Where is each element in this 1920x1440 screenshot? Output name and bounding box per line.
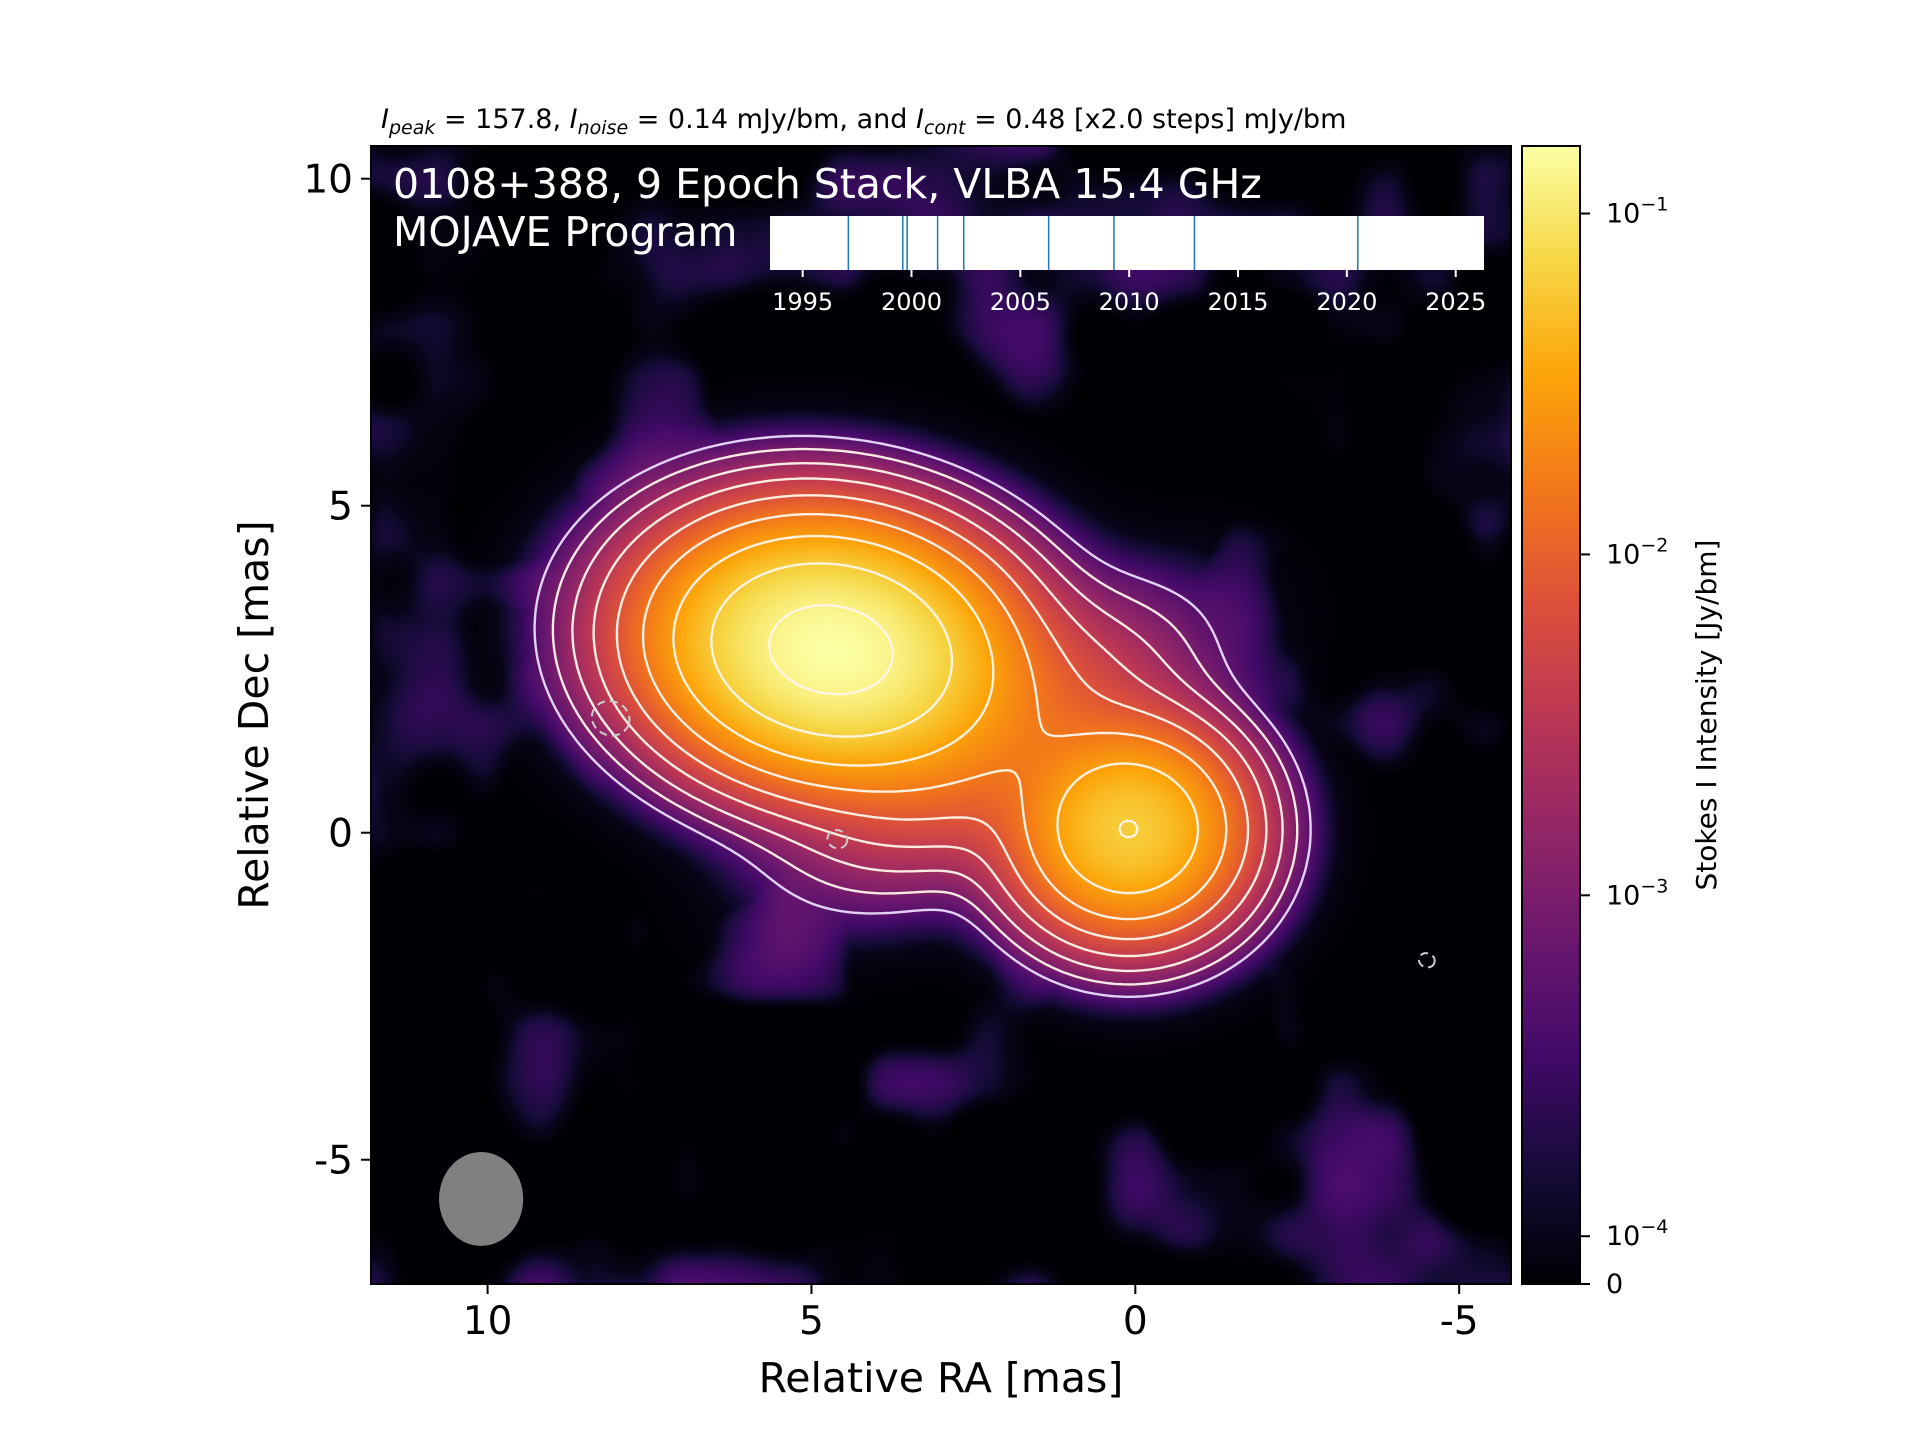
x-axis-label: Relative RA [mas] xyxy=(759,1354,1124,1402)
y-tick-label: 5 xyxy=(328,485,353,530)
x-tick-label: 0 xyxy=(1123,1299,1148,1344)
negative-contour xyxy=(826,829,849,850)
contour-level-9 xyxy=(768,604,894,696)
x-tick-label: 5 xyxy=(799,1299,824,1344)
colorbar-ticks: 10−1 10−2 10−3 10−4 0 xyxy=(1580,194,1668,1300)
epoch-tick-label: 2015 xyxy=(1207,288,1268,316)
colorbar: 10−1 10−2 10−3 10−4 0 Stokes I Intensity [Jy… xyxy=(1521,145,1723,1300)
epoch-tick-label: 2020 xyxy=(1316,288,1377,316)
contour-level-1 xyxy=(533,434,1312,998)
epoch-tick-label: 2000 xyxy=(881,288,942,316)
y-tick-label: -5 xyxy=(314,1139,353,1184)
colorbar-tick-label: 10−1 xyxy=(1606,194,1668,230)
epoch-inset: 1995 2000 2005 2010 2015 2020 2025 xyxy=(770,216,1486,316)
colorbar-tick-label: 10−3 xyxy=(1606,875,1668,911)
contour-level-3 xyxy=(571,462,1284,973)
contour-level-7 xyxy=(672,534,1200,895)
contour-level-8 xyxy=(710,562,1139,839)
map-title-line1: 0108+388, 9 Epoch Stack, VLBA 15.4 GHz xyxy=(393,160,1262,208)
contour-layer xyxy=(533,434,1312,998)
colorbar-tick-label: 0 xyxy=(1606,1269,1623,1300)
y-tick-label: 0 xyxy=(328,812,353,857)
intensity-image xyxy=(371,146,1511,1284)
y-axis-label: Relative Dec [mas] xyxy=(230,520,278,909)
x-tick-label: 10 xyxy=(463,1299,513,1344)
epoch-tick-label: 1995 xyxy=(772,288,833,316)
x-axis-ticks: 10 5 0 -5 xyxy=(463,1284,1479,1344)
intensity-image-container xyxy=(371,146,1511,1284)
y-tick-label: 10 xyxy=(303,158,353,203)
caption-text: Ipeak = 157.8, Inoise = 0.14 mJy/bm, and… xyxy=(381,104,1346,139)
colorbar-label: Stokes I Intensity [Jy/bm] xyxy=(1690,540,1723,891)
colorbar-tick-label: 10−4 xyxy=(1606,1216,1668,1252)
negative-contour-layer xyxy=(590,700,1436,969)
map-frame xyxy=(370,145,1512,1285)
map-title-line2: MOJAVE Program xyxy=(393,208,737,256)
y-axis-ticks: 10 5 0 -5 xyxy=(303,158,371,1184)
map-axes: 0108+388, 9 Epoch Stack, VLBA 15.4 GHz M… xyxy=(370,145,1512,1285)
epoch-ticks: 1995 2000 2005 2010 2015 2020 2025 xyxy=(772,270,1486,316)
colorbar-fill xyxy=(1521,145,1581,1285)
negative-contour xyxy=(1417,952,1436,969)
contour-level-6 xyxy=(641,513,1228,921)
contour-level-5 xyxy=(615,494,1250,941)
negative-contour xyxy=(590,700,631,737)
epoch-lines xyxy=(847,216,1359,270)
beam-ellipse xyxy=(439,1152,524,1246)
contour-level-2 xyxy=(551,447,1299,986)
epoch-inset-box xyxy=(770,216,1484,270)
x-tick-label: -5 xyxy=(1440,1299,1479,1344)
epoch-tick-label: 2010 xyxy=(1099,288,1160,316)
epoch-tick-label: 2005 xyxy=(990,288,1051,316)
epoch-tick-label: 2025 xyxy=(1425,288,1486,316)
contour-level-4 xyxy=(592,477,1268,958)
colorbar-tick-label: 10−2 xyxy=(1606,534,1668,570)
